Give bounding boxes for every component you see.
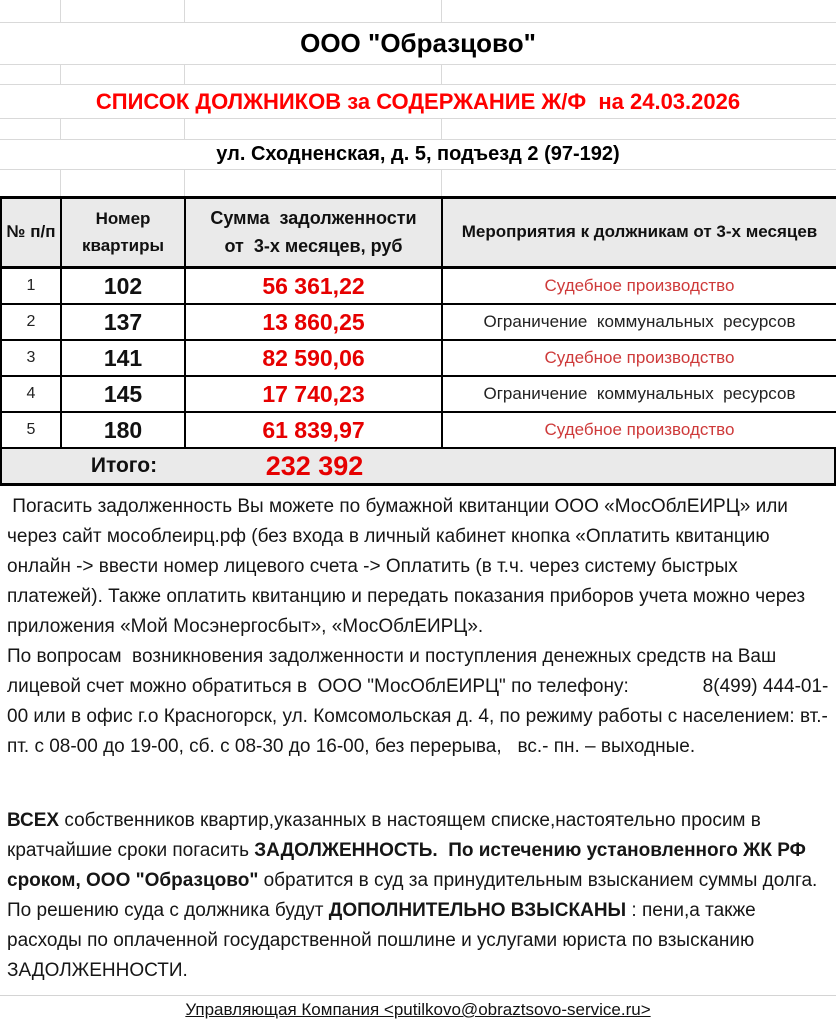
action-cell: Ограничение коммунальных ресурсов xyxy=(441,303,836,341)
grid-cell xyxy=(442,0,836,22)
row-number-cell: 1 xyxy=(0,266,62,305)
company-title-row: ООО "Образцово" xyxy=(0,23,836,65)
apartment-cell: 102 xyxy=(60,266,186,305)
apartment-cell: 145 xyxy=(60,375,186,413)
row-number-cell: 5 xyxy=(0,411,62,449)
total-label: Итого: xyxy=(90,454,158,477)
table-row: 3 141 82 590,06 Судебное производство xyxy=(0,339,836,377)
row-number-cell: 3 xyxy=(0,339,62,377)
grid-cell xyxy=(61,119,186,139)
debt-amount-cell: 17 740,23 xyxy=(184,375,443,413)
apartment-cell: 141 xyxy=(60,339,186,377)
grid-cell xyxy=(185,119,443,139)
grid-cell xyxy=(185,0,443,22)
action-cell: Ограничение коммунальных ресурсов xyxy=(441,375,836,413)
action-cell: Судебное производство xyxy=(441,339,836,377)
row-number-cell: 4 xyxy=(0,375,62,413)
row-number-cell: 2 xyxy=(0,303,62,341)
spreadsheet-grid-row xyxy=(0,119,836,140)
footer-row: Управляющая Компания <putilkovo@obraztso… xyxy=(0,995,836,1024)
grid-cell xyxy=(61,65,186,84)
management-company-contact: Управляющая Компания <putilkovo@obraztso… xyxy=(185,1000,651,1019)
grid-cell xyxy=(0,170,61,196)
debt-amount-cell: 82 590,06 xyxy=(184,339,443,377)
grid-cell xyxy=(442,119,836,139)
grid-cell xyxy=(185,170,443,196)
contact-info-paragraph: По вопросам возникновения задолженности … xyxy=(7,646,829,757)
grid-cell xyxy=(442,170,836,196)
apartment-cell: 137 xyxy=(60,303,186,341)
debt-amount-cell: 56 361,22 xyxy=(184,266,443,305)
table-row: 4 145 17 740,23 Ограничение коммунальных… xyxy=(0,375,836,413)
action-cell: Судебное производство xyxy=(441,266,836,305)
debtors-list-title: СПИСОК ДОЛЖНИКОВ за СОДЕРЖАНИЕ Ж/Ф на 24… xyxy=(95,88,741,114)
col-header-npp: № п/п xyxy=(0,196,62,269)
table-row: 2 137 13 860,25 Ограничение коммунальных… xyxy=(0,303,836,341)
grid-cell xyxy=(0,0,61,22)
col-header-debt: Сумма задолженности от 3-х месяцев, руб xyxy=(184,196,443,269)
col-header-actions: Мероприятия к должникам от 3-х месяцев xyxy=(441,196,836,269)
table-header-row: № п/п Номер квартиры Сумма задолженности… xyxy=(0,196,836,269)
action-cell: Судебное производство xyxy=(441,411,836,449)
table-row: 5 180 61 839,97 Судебное производство xyxy=(0,411,836,449)
spreadsheet-grid-row xyxy=(0,170,836,196)
grid-cell xyxy=(0,65,61,84)
total-row: Итого: 232 392 xyxy=(0,449,836,486)
grid-cell xyxy=(185,65,443,84)
debt-amount-cell: 13 860,25 xyxy=(184,303,443,341)
warning-paragraph: ВСЕХ собственников квартир,указанных в н… xyxy=(7,810,823,981)
address-title-row: ул. Сходненская, д. 5, подъезд 2 (97-192… xyxy=(0,140,836,170)
payment-info-paragraph: Погасить задолженность Вы можете по бума… xyxy=(7,496,811,637)
grid-cell xyxy=(0,119,61,139)
total-value: 232 392 xyxy=(265,450,364,481)
apartment-cell: 180 xyxy=(60,411,186,449)
spreadsheet-grid-row xyxy=(0,65,836,85)
debtors-table: № п/п Номер квартиры Сумма задолженности… xyxy=(0,196,836,449)
spreadsheet-grid-row xyxy=(0,0,836,23)
grid-cell xyxy=(61,0,186,22)
table-row: 1 102 56 361,22 Судебное производство xyxy=(0,266,836,305)
col-header-apartment: Номер квартиры xyxy=(60,196,186,269)
debtors-list-title-row: СПИСОК ДОЛЖНИКОВ за СОДЕРЖАНИЕ Ж/Ф на 24… xyxy=(0,85,836,119)
address-title: ул. Сходненская, д. 5, подъезд 2 (97-192… xyxy=(216,143,620,165)
grid-cell xyxy=(61,170,186,196)
info-text-block: Погасить задолженность Вы можете по бума… xyxy=(0,486,836,986)
debt-amount-cell: 61 839,97 xyxy=(184,411,443,449)
grid-cell xyxy=(442,65,836,84)
company-title: ООО "Образцово" xyxy=(300,28,536,58)
